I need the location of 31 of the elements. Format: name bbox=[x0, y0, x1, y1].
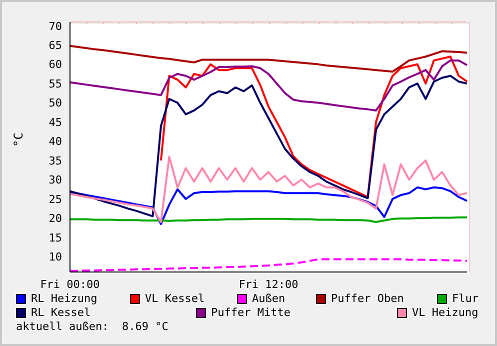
text: aktuell außen: 8.69 °C bbox=[16, 320, 170, 333]
legend-label: VL Kessel bbox=[145, 292, 205, 305]
legend-label: VL Heizung bbox=[412, 306, 478, 319]
legend-label: RL Kessel bbox=[31, 306, 91, 319]
y-axis-title: °C bbox=[11, 132, 26, 147]
line-series bbox=[69, 186, 468, 225]
x-tick-label: Fri 12:00 bbox=[238, 278, 298, 291]
legend-label: Puffer Oben bbox=[331, 292, 404, 305]
y-tick-label: 50 bbox=[48, 96, 62, 110]
line-series bbox=[69, 59, 468, 112]
line-series bbox=[69, 156, 468, 223]
line-series bbox=[69, 74, 468, 218]
y-tick-label: 40 bbox=[48, 135, 62, 148]
y-tick-label: 60 bbox=[48, 58, 62, 72]
legend-label: Flur bbox=[452, 292, 478, 305]
line-series bbox=[69, 44, 468, 73]
y-tick-label: 65 bbox=[48, 38, 62, 52]
y-tick-label: 45 bbox=[48, 116, 62, 129]
y-tick-label: 25 bbox=[48, 192, 62, 206]
y-tick-label: 30 bbox=[48, 174, 62, 187]
line-series bbox=[160, 56, 468, 198]
y-tick-label: 35 bbox=[48, 154, 62, 168]
y-tick-label: 55 bbox=[48, 77, 62, 90]
legend-label: RL Heizung bbox=[31, 292, 98, 305]
legend-label: Außen bbox=[252, 292, 286, 305]
y-tick-label: 20 bbox=[48, 212, 62, 226]
x-tick-label: Fri 00:00 bbox=[40, 278, 100, 291]
y-tick-label: 15 bbox=[48, 231, 62, 244]
y-tick-label: 70 bbox=[48, 20, 62, 33]
legend-label: Puffer Mitte bbox=[211, 306, 290, 319]
y-tick-label: 10 bbox=[48, 250, 62, 264]
